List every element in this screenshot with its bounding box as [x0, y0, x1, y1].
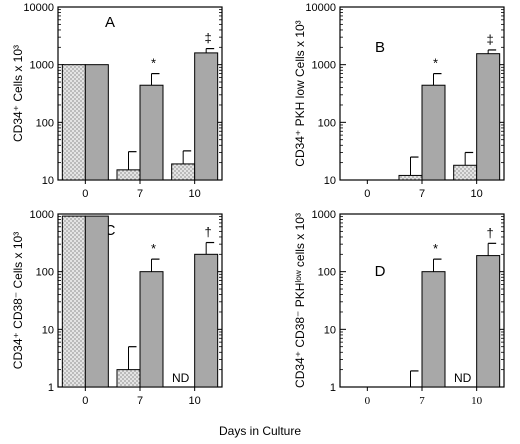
- panel-b-bar-stippled-7: [398, 174, 423, 181]
- panel-c-significance-mark: †: [205, 225, 212, 240]
- panel-c-y-axis-label: CD34⁺ CD38⁻ Cells x 10³: [11, 232, 25, 369]
- panel-c-y-tick-label: 100: [36, 267, 54, 279]
- panel-d-significance-mark: *: [433, 241, 438, 256]
- panel-a-y-axis-label: CD34⁺ Cells x 10³: [11, 45, 25, 142]
- panel-a-bar-stippled-10: [171, 163, 196, 181]
- panel-b-significance-mark: ‡: [487, 32, 494, 47]
- panel-d-y-axis-label: CD34⁺ CD38⁻ PKHˡᵒʷ cells x 10³: [293, 213, 307, 388]
- panel-c-bar-stippled-0: [61, 215, 86, 388]
- panel-c-bar-stippled-7: [116, 369, 141, 388]
- panel-b-y-tick-label: 100: [318, 117, 336, 129]
- panel-c-bar-gray-7: [139, 271, 164, 388]
- panel-a-y-tick-label: 10000: [23, 2, 54, 14]
- panel-d-x-tick-label: 10: [471, 395, 483, 407]
- panel-b-y-tick-label: 1000: [312, 60, 336, 72]
- panel-a-significance-mark: ‡: [205, 31, 212, 46]
- panel-d-letter: D: [375, 263, 386, 280]
- panel-b-y-tick-label: 10000: [305, 2, 336, 14]
- panel-c-x-tick-label: 0: [82, 395, 88, 407]
- panel-b-y-axis-label: CD34⁺ PKH low Cells x 10³: [293, 20, 307, 166]
- panel-d-x-tick-label: 7: [419, 395, 425, 407]
- panel-c-x-tick-label: 10: [189, 395, 201, 407]
- panel-d-y-tick-label: 1000: [312, 209, 336, 221]
- panel-c-y-tick-label: 1: [48, 382, 54, 394]
- panel-a-bar-stippled-0: [61, 64, 86, 181]
- panel-c-bar-gray-10: [194, 253, 219, 388]
- panel-d-bar-gray-7: [421, 271, 446, 388]
- panel-c-bar-gray-0: [84, 215, 109, 388]
- panel-c-y-tick-label: 1000: [30, 209, 54, 221]
- panel-a-letter: A: [105, 14, 115, 31]
- panel-a-bar-gray-10: [194, 52, 219, 181]
- panel-a-x-tick-label: 10: [189, 188, 201, 200]
- panel-a-y-tick-label: 100: [36, 117, 54, 129]
- panel-b-bar-gray-7: [421, 84, 446, 181]
- panel-b-y-tick-label: 10: [324, 175, 336, 187]
- panel-b-x-tick-label: 10: [471, 188, 483, 200]
- panel-d-y-tick-label: 100: [318, 267, 336, 279]
- x-axis-label: Days in Culture: [218, 424, 302, 438]
- panel-a-x-tick-label: 7: [137, 188, 143, 200]
- panel-a-bar-gray-7: [139, 84, 164, 181]
- panel-a-x-tick-label: 0: [82, 188, 88, 200]
- panel-c-letter: C: [105, 222, 116, 239]
- panel-d-y-tick-label: 1: [330, 382, 336, 394]
- panel-b-letter: B: [375, 39, 385, 56]
- panel-a-y-tick-label: 10: [42, 175, 54, 187]
- panel-b-x-tick-label: 0: [364, 188, 370, 200]
- panel-d-x-tick-label: 0: [365, 395, 371, 407]
- panel-c-x-tick-label: 7: [137, 395, 143, 407]
- panel-c-nd-label: ND: [172, 371, 190, 385]
- panel-a-bar-stippled-7: [116, 169, 141, 181]
- panel-a-y-tick-label: 1000: [30, 60, 54, 72]
- panel-c-y-tick-label: 10: [42, 324, 54, 336]
- panel-d-bar-gray-10: [476, 255, 501, 388]
- panel-b-x-tick-label: 7: [419, 188, 425, 200]
- panel-a-bar-gray-0: [84, 64, 109, 181]
- panel-a-significance-mark: *: [151, 56, 156, 71]
- panel-c-significance-mark: *: [151, 241, 156, 256]
- panel-b-significance-mark: *: [433, 56, 438, 71]
- panel-d-nd-label: ND: [454, 371, 472, 385]
- panel-d-significance-mark: †: [487, 225, 494, 240]
- panel-b-bar-gray-10: [476, 53, 501, 181]
- panel-d-y-tick-label: 10: [324, 324, 336, 336]
- panel-b-bar-stippled-10: [453, 164, 478, 181]
